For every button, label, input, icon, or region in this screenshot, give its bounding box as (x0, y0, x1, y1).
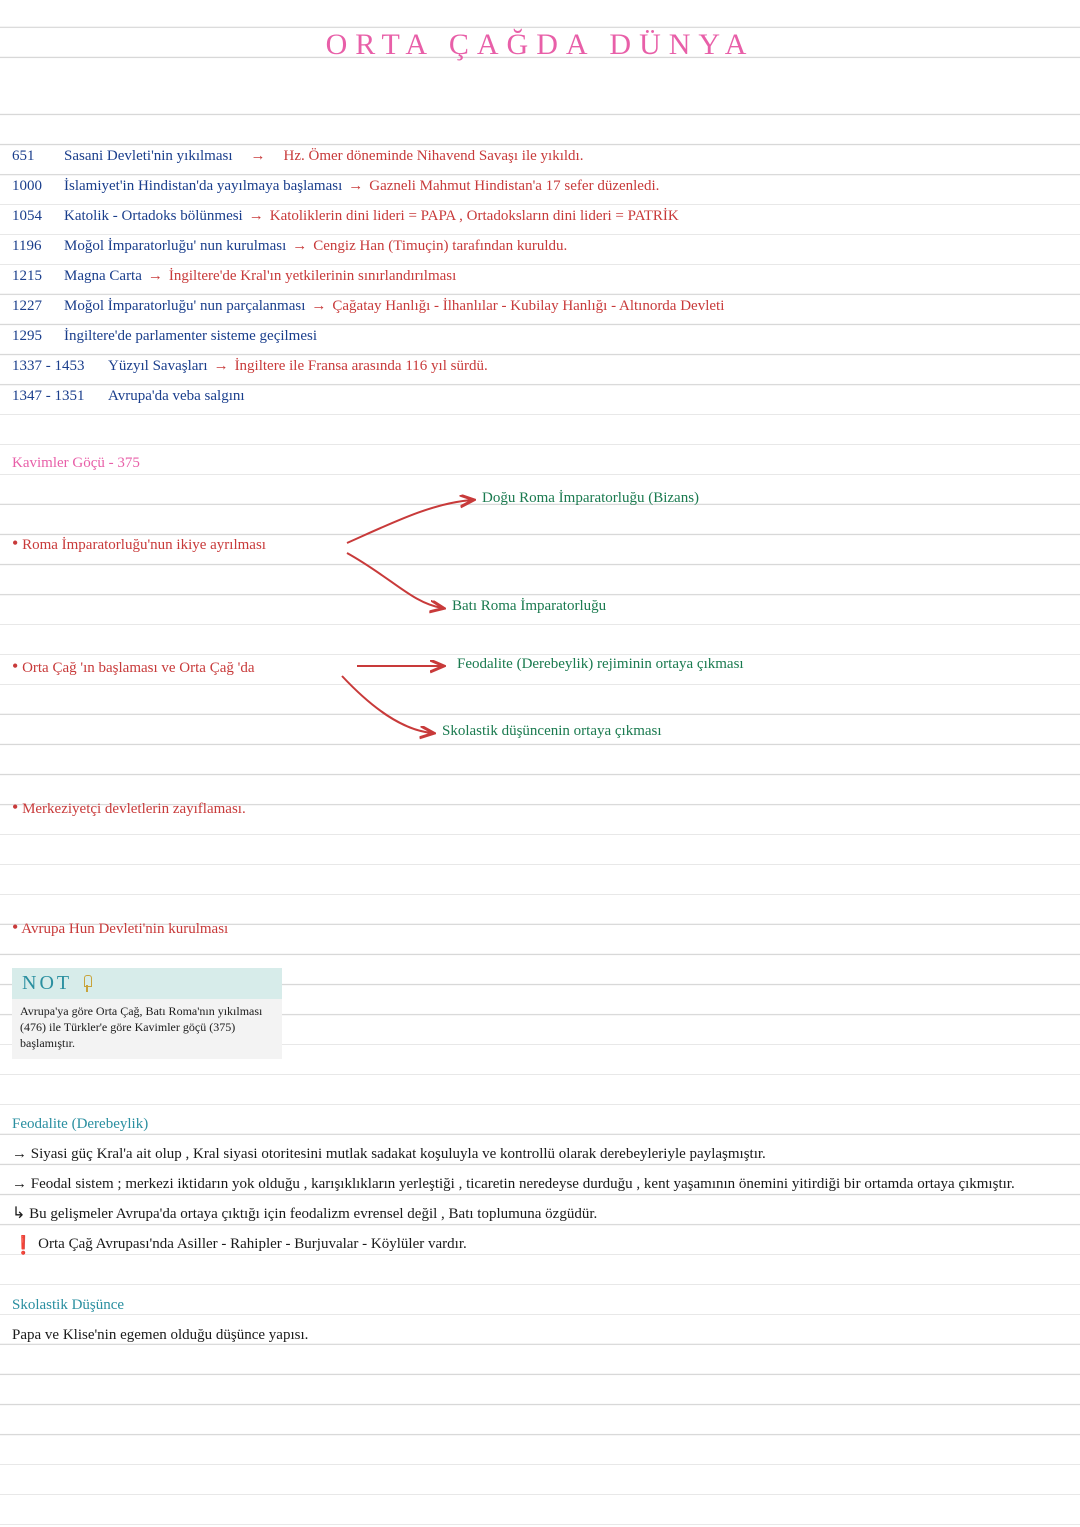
year: 651 (12, 148, 64, 165)
feodalite-heading: Feodalite (Derebeylik) (12, 1109, 1068, 1139)
timeline-row: 1054 Katolik - Ortadoks bölünmesi → Kato… (12, 208, 1068, 238)
roma-branch-east: Doğu Roma İmparatorluğu (Bizans) (482, 490, 699, 507)
timeline-row: 651 Sasani Devleti'nin yıkılması → Hz. Ö… (12, 148, 1068, 178)
ortacag-branch-feodalite: Feodalite (Derebeylik) rejiminin ortaya … (457, 656, 744, 673)
roma-branch: • Roma İmparatorluğu'nun ikiye ayrılması… (12, 478, 1068, 628)
event-red: Hz. Ömer döneminde Nihavend Savaşı ile y… (284, 148, 584, 165)
timeline-list: 651 Sasani Devleti'nin yıkılması → Hz. Ö… (12, 148, 1068, 418)
feodalite-p4: ❗ Orta Çağ Avrupası'nda Asiller - Rahipl… (12, 1229, 1068, 1260)
note-box: NOT Avrupa'ya göre Orta Çağ, Batı Roma'n… (12, 968, 282, 1059)
arrow: → (251, 148, 266, 165)
page-title: ORTA ÇAĞDA DÜNYA (12, 0, 1068, 90)
note-heading: NOT (12, 968, 282, 999)
feodalite-p3: ↳ Bu gelişmeler Avrupa'da ortaya çıktığı… (12, 1199, 1068, 1229)
ortacag-branch: • Orta Çağ 'ın başlaması ve Orta Çağ 'da… (12, 648, 1068, 768)
timeline-row: 1000 İslamiyet'in Hindistan'da yayılmaya… (12, 178, 1068, 208)
skolastik-heading: Skolastik Düşünce (12, 1290, 1068, 1320)
timeline-row: 1295 İngiltere'de parlamenter sisteme ge… (12, 328, 1068, 358)
timeline-row: 1196 Moğol İmparatorluğu' nun kurulması … (12, 238, 1068, 268)
ortacag-branch-skolastik: Skolastik düşüncenin ortaya çıkması (442, 723, 662, 740)
feodalite-p2: → Feodal sistem ; merkezi iktidarın yok … (12, 1169, 1068, 1199)
roma-bullet: Roma İmparatorluğu'nun ikiye ayrılması (22, 537, 266, 553)
note-body: Avrupa'ya göre Orta Çağ, Batı Roma'nın y… (12, 999, 282, 1059)
page-content: ORTA ÇAĞDA DÜNYA 651 Sasani Devleti'nin … (0, 0, 1080, 1350)
avrupa-hun-bullet: • Avrupa Hun Devleti'nin kurulması (12, 912, 1068, 942)
ortacag-bullet: Orta Çağ 'ın başlaması ve Orta Çağ 'da (22, 660, 254, 676)
kavimler-heading: Kavimler Göçü - 375 (12, 448, 1068, 478)
feodalite-p1: → Siyasi güç Kral'a ait olup , Kral siya… (12, 1139, 1068, 1169)
timeline-row: 1347 - 1351 Avrupa'da veba salgını (12, 388, 1068, 418)
timeline-row: 1227 Moğol İmparatorluğu' nun parçalanma… (12, 298, 1068, 328)
merkezi-bullet: • Merkeziyetçi devletlerin zayıflaması. (12, 792, 1068, 822)
exclamation-icon: ❗ (12, 1230, 34, 1260)
timeline-row: 1337 - 1453 Yüzyıl Savaşları → İngiltere… (12, 358, 1068, 388)
roma-branch-west: Batı Roma İmparatorluğu (452, 598, 606, 615)
down-arrow-icon: ↳ (12, 1205, 25, 1222)
pin-icon (80, 975, 94, 993)
skolastik-p1: Papa ve Klise'nin egemen olduğu düşünce … (12, 1320, 1068, 1350)
event-blue: Sasani Devleti'nin yıkılması (64, 148, 233, 165)
timeline-row: 1215 Magna Carta → İngiltere'de Kral'ın … (12, 268, 1068, 298)
